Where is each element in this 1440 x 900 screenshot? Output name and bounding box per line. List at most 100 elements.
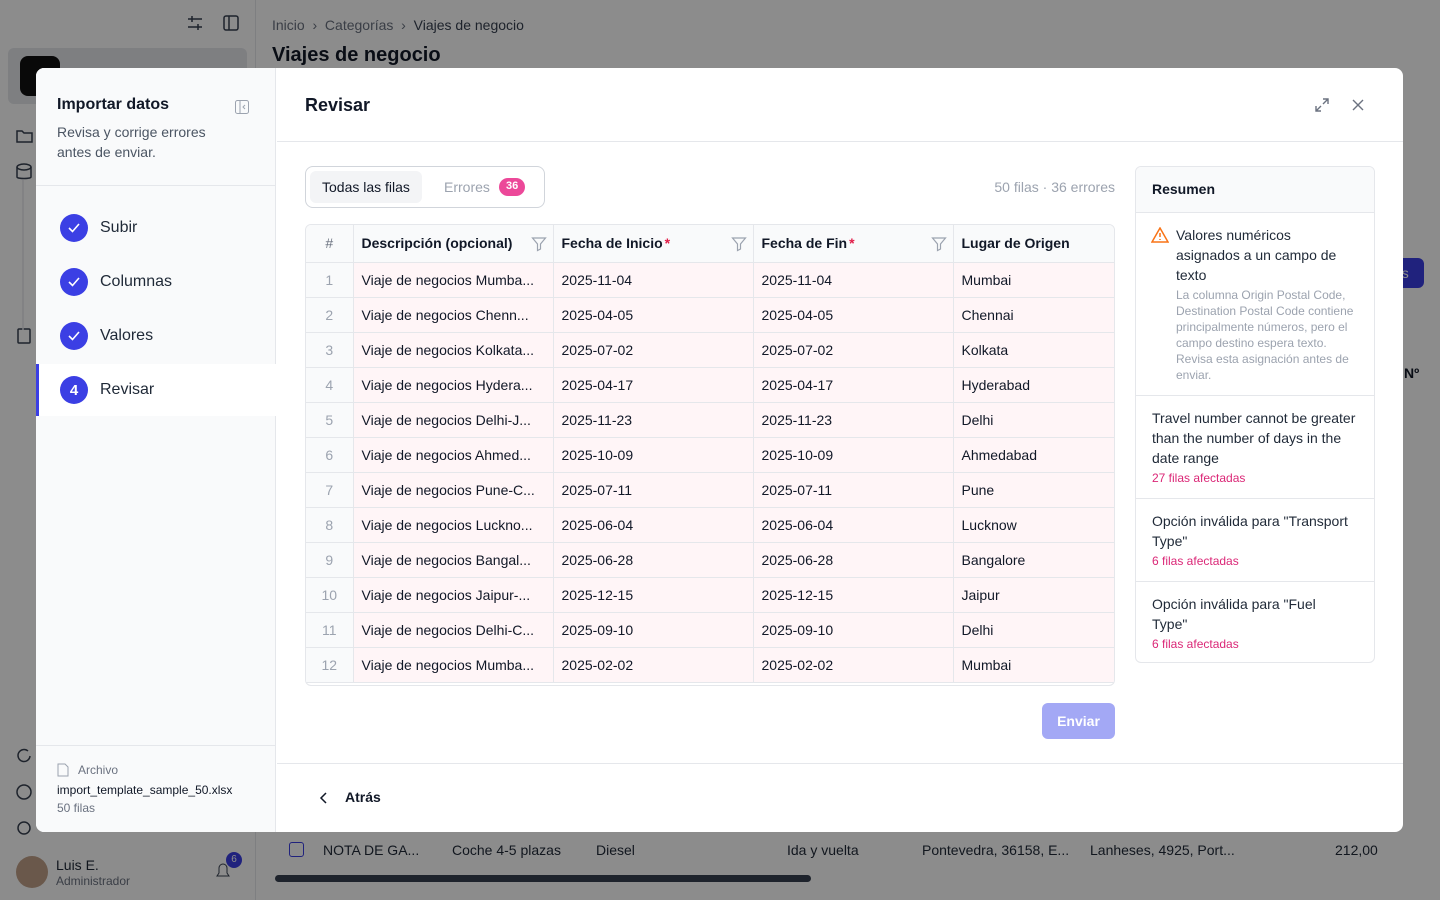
step-label: Columnas [100,273,173,290]
table-cell: Viaje de negocios Jaipur-... [353,577,554,613]
table-cell: 2025-06-28 [553,542,754,578]
modal-title: Revisar [305,95,371,115]
table-cell: Viaje de negocios Mumba... [353,647,554,683]
table-cell: 2025-07-02 [553,332,754,368]
data-table: # Descripción (opcional) Fecha de Inicio * F… [305,224,1115,686]
row-number: 7 [306,472,354,508]
table-cell: Mumbai [953,647,1114,683]
column-header: # [306,225,354,263]
summary-item: Valores numéricos asignados a un campo d… [1136,212,1374,395]
table-cell: Pune [953,472,1114,508]
table-cell: 2025-02-02 [553,647,754,683]
table-cell: 2025-06-28 [753,542,954,578]
file-icon [57,763,69,777]
crumb[interactable]: Inicio [272,17,305,33]
summary-item-detail: 6 filas afectadas [1152,554,1239,568]
tab[interactable]: Errores [444,179,490,195]
table-cell: 2025-12-15 [753,577,954,613]
summary-item-title: Valores numéricos asignados a un campo d… [1176,227,1337,283]
table-cell: 2025-10-09 [553,437,754,473]
summary-item-title: Travel number cannot be greater than the… [1152,410,1356,466]
column-header[interactable]: Lugar de Origen [953,225,1114,263]
table-row[interactable]: 6 Viaje de negocios Ahmed... 2025-10-09 202… [306,437,1114,473]
row-number: 3 [306,332,354,368]
step[interactable]: Valores [36,310,276,362]
table-cell: Mumbai [953,262,1114,298]
summary-item[interactable]: Travel number cannot be greater than the… [1136,395,1374,498]
column-header[interactable]: Fecha de Fin * [753,225,954,263]
required-mark: * [849,235,855,252]
row-number: 12 [306,647,354,683]
row-number: 9 [306,542,354,578]
step-indicator [60,214,88,242]
back-icon [319,792,327,804]
column-label: Fecha de Fin [761,235,848,252]
row-number: 5 [306,402,354,438]
filter-icon[interactable] [730,236,747,252]
table-cell: 2025-11-23 [553,402,754,438]
table-row[interactable]: 8 Viaje de negocios Luckno... 2025-06-04 20… [306,507,1114,543]
table-cell: Viaje de negocios Delhi-J... [353,402,554,438]
table-row[interactable]: 9 Viaje de negocios Bangal... 2025-06-28 20… [306,542,1114,578]
column-label: Fecha de Inicio [561,235,663,252]
scrollbar [275,875,811,882]
tab[interactable]: Todas las filas [310,171,422,203]
step-label: Subir [100,219,138,236]
warning-icon [1151,227,1169,243]
table-cell: Viaje de negocios Luckno... [353,507,554,543]
table-row[interactable]: 7 Viaje de negocios Pune-C... 2025-07-11 20… [306,472,1114,508]
column-header[interactable]: Fecha de Inicio * [553,225,754,263]
summary-item-description: La columna Origin Postal Code, Destinati… [1176,288,1354,382]
table-cell: 2025-06-04 [553,507,754,543]
summary-item[interactable]: Opción inválida para "Transport Type" 6 … [1136,498,1374,581]
filter-icon[interactable] [930,236,947,252]
back-button[interactable]: Atrás [345,789,381,805]
table-cell: 2025-10-09 [753,437,954,473]
column-header[interactable]: Descripción (opcional) [353,225,554,263]
tab-badge: 36 [499,178,526,196]
table-row[interactable]: 3 Viaje de negocios Kolkata... 2025-07-02 2… [306,332,1114,368]
table-cell: 2025-07-11 [753,472,954,508]
table-row[interactable]: 5 Viaje de negocios Delhi-J... 2025-11-23 2… [306,402,1114,438]
table-row[interactable]: 10 Viaje de negocios Jaipur-... 2025-12-15… [306,577,1114,613]
row-number: 1 [306,262,354,298]
summary-title: Resumen [1136,167,1374,212]
step-label: Valores [100,327,154,344]
table-cell: Kolkata [953,332,1114,368]
table-row[interactable]: 4 Viaje de negocios Hydera... 2025-04-17 20… [306,367,1114,403]
file-rows: 50 filas [57,801,96,815]
submit-button[interactable]: Enviar [1042,703,1115,739]
file-label: Archivo [78,763,119,777]
background-cell: Diesel [596,842,635,858]
breadcrumb: Inicio › Categorías › Viajes de negocio [272,17,524,33]
table-row[interactable]: 2 Viaje de negocios Chenn... 2025-04-05 202… [306,297,1114,333]
step[interactable]: Subir [36,202,276,254]
table-cell: 2025-09-10 [753,612,954,648]
background-cell: Pontevedra, 36158, E... [922,842,1070,858]
table-cell: Viaje de negocios Pune-C... [353,472,554,508]
step[interactable]: 4 Revisar [36,364,276,416]
table-row[interactable]: 12 Viaje de negocios Mumba... 2025-02-02 20… [306,647,1114,683]
table-row[interactable]: 11 Viaje de negocios Delhi-C... 2025-09-10… [306,612,1114,648]
crumb[interactable]: Categorías [324,17,394,33]
column-label: Lugar de Origen [961,235,1070,252]
background-cell: Ida y vuelta [787,842,859,858]
summary-item-title: Opción inválida para "Transport Type" [1152,513,1348,549]
background-cell: Coche 4-5 plazas [452,842,561,858]
table-row[interactable]: 1 Viaje de negocios Mumba... 2025-11-04 202… [306,262,1114,298]
table-cell: 2025-11-04 [753,262,954,298]
modal-actions[interactable] [1314,97,1374,113]
user-role: Administrador [56,874,131,888]
row-number: 11 [306,612,354,648]
checkbox[interactable] [289,842,304,857]
step-indicator [60,322,88,350]
table-cell: 2025-07-02 [753,332,954,368]
filter-icon[interactable] [530,236,547,252]
table-cell: Viaje de negocios Hydera... [353,367,554,403]
summary-item[interactable]: Opción inválida para "Fuel Type" 6 filas… [1136,581,1374,662]
collapse-icon[interactable] [234,99,250,115]
table-cell: 2025-04-17 [553,367,754,403]
step[interactable]: Columnas [36,256,276,308]
table-cell: 2025-04-17 [753,367,954,403]
